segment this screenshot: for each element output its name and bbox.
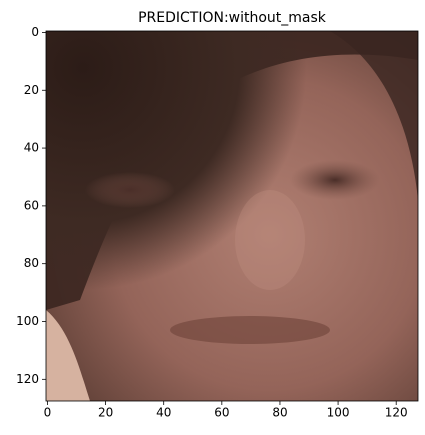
- x-tick-label: 20: [98, 406, 113, 420]
- y-tick-label: 120: [16, 372, 39, 386]
- y-tick-label: 20: [24, 83, 39, 97]
- x-tick-label: 40: [156, 406, 171, 420]
- x-tick-label: 0: [44, 406, 52, 420]
- y-tick-label: 0: [31, 25, 39, 39]
- x-tick-label: 100: [327, 406, 350, 420]
- chart-title: PREDICTION:without_mask: [138, 10, 327, 26]
- x-tick-label: 120: [385, 406, 408, 420]
- y-tick-label: 60: [24, 198, 39, 212]
- y-tick-label: 40: [24, 141, 39, 155]
- axes-frame: [45, 30, 419, 402]
- x-tick-label: 80: [272, 406, 287, 420]
- x-tick-label: 60: [214, 406, 229, 420]
- image: [46, 31, 418, 401]
- y-tick-label: 80: [24, 256, 39, 270]
- y-tick-label: 100: [16, 314, 39, 328]
